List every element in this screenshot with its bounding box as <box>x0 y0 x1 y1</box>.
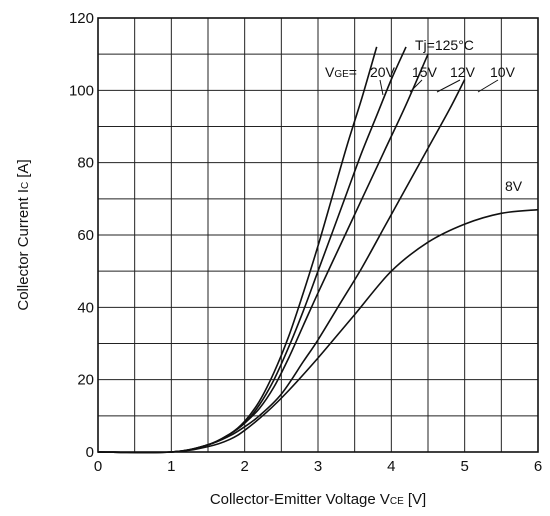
y-tick-label: 100 <box>69 82 94 99</box>
x-tick-label: 4 <box>387 458 395 475</box>
x-tick-label: 1 <box>167 458 175 475</box>
series-line-15v <box>97 46 407 454</box>
condition-label: Tj=125°C <box>415 37 474 53</box>
y-axis-title: Collector Current IC [A] <box>15 159 32 310</box>
leader-line <box>409 79 423 93</box>
y-tick-label: 60 <box>77 227 94 244</box>
grid-layer <box>97 17 539 453</box>
vge-subscript: GE <box>334 69 349 80</box>
series-label-8v: 8V <box>505 178 523 194</box>
curve-layer <box>97 46 539 454</box>
plot-frame <box>97 17 539 453</box>
arrow-layer <box>379 79 499 96</box>
x-tick-label: 0 <box>94 458 102 475</box>
x-tick-label: 5 <box>460 458 468 475</box>
leader-line <box>379 79 384 96</box>
x-axis-title-unit: [V] <box>408 491 426 508</box>
vge-prefix: V <box>325 64 335 80</box>
y-axis-title-unit: [A] <box>15 159 32 177</box>
series-label-15v: 15V <box>412 64 438 80</box>
vge-label: VGE= <box>325 64 357 80</box>
x-tick-label: 3 <box>314 458 322 475</box>
series-label-20v: 20V <box>370 64 396 80</box>
leader-line <box>436 79 461 93</box>
series-line-12v <box>97 53 429 454</box>
x-axis-title: Collector-Emitter Voltage VCE [V] <box>210 491 426 508</box>
y-tick-label: 80 <box>77 155 94 172</box>
x-axis-title-sub: CE <box>390 496 404 507</box>
y-tick-label: 20 <box>77 372 94 389</box>
series-line-20v <box>97 46 378 454</box>
x-tick-label: 6 <box>534 458 542 475</box>
x-tick-label: 2 <box>240 458 248 475</box>
series-line-8v <box>97 208 539 454</box>
x-axis-title-main: Collector-Emitter Voltage V <box>210 491 390 508</box>
vge-equals: = <box>349 64 357 80</box>
leader-line <box>477 79 499 93</box>
y-tick-label: 40 <box>77 299 94 316</box>
y-axis-title-main: Collector Current I <box>15 189 32 311</box>
y-axis-title-sub: C <box>20 182 31 189</box>
series-line-10v <box>97 79 466 454</box>
y-tick-label: 120 <box>69 10 94 27</box>
series-label-12v: 12V <box>450 64 476 80</box>
series-label-10v: 10V <box>490 64 516 80</box>
y-tick-label: 0 <box>86 444 94 461</box>
